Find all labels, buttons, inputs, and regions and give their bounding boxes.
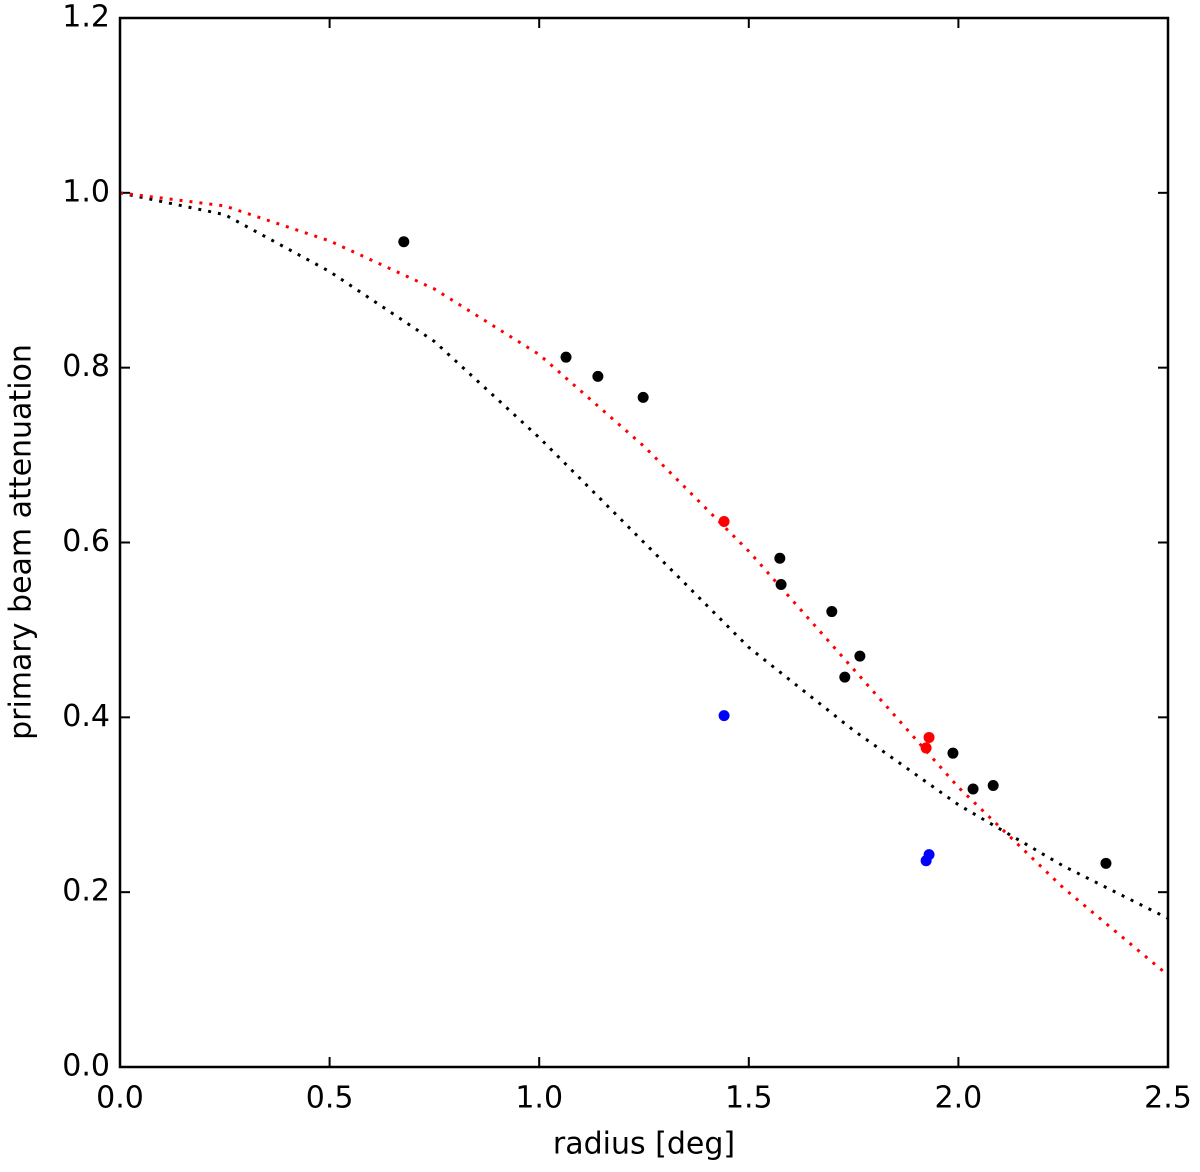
y-tick-label: 0.4 xyxy=(62,699,110,734)
y-tick-label: 0.0 xyxy=(62,1049,110,1084)
curve xyxy=(119,191,1169,977)
plot-frame xyxy=(118,16,1170,1069)
point xyxy=(854,650,866,662)
y-tick-label: 0.6 xyxy=(62,524,110,559)
y-tick-label: 1.2 xyxy=(62,0,110,35)
point xyxy=(920,742,932,754)
x-tick-label: 1.5 xyxy=(725,1081,773,1116)
point xyxy=(775,578,787,590)
point xyxy=(967,783,979,795)
x-tick-label: 1.0 xyxy=(515,1081,563,1116)
point xyxy=(947,747,959,759)
point xyxy=(1100,857,1112,869)
x-tick-label: 0.0 xyxy=(96,1081,144,1116)
point xyxy=(718,516,730,528)
curve xyxy=(119,191,1169,920)
point xyxy=(398,236,410,248)
x-tick-label: 2.0 xyxy=(935,1081,983,1116)
y-tick-label: 1.0 xyxy=(62,174,110,209)
point xyxy=(923,731,935,743)
y-axis-label: primary beam attenuation xyxy=(4,344,39,740)
y-tick-label: 0.8 xyxy=(62,349,110,384)
point xyxy=(560,351,572,363)
x-tick-label: 0.5 xyxy=(306,1081,354,1116)
point xyxy=(718,710,730,722)
point xyxy=(637,391,649,403)
point xyxy=(592,370,604,382)
y-tick-label: 0.2 xyxy=(62,874,110,909)
x-tick-label: 2.5 xyxy=(1144,1081,1192,1116)
point xyxy=(839,671,851,683)
point xyxy=(826,606,838,618)
point xyxy=(774,552,786,564)
x-axis-label: radius [deg] xyxy=(553,1127,735,1162)
point xyxy=(987,780,999,792)
point xyxy=(923,849,935,861)
